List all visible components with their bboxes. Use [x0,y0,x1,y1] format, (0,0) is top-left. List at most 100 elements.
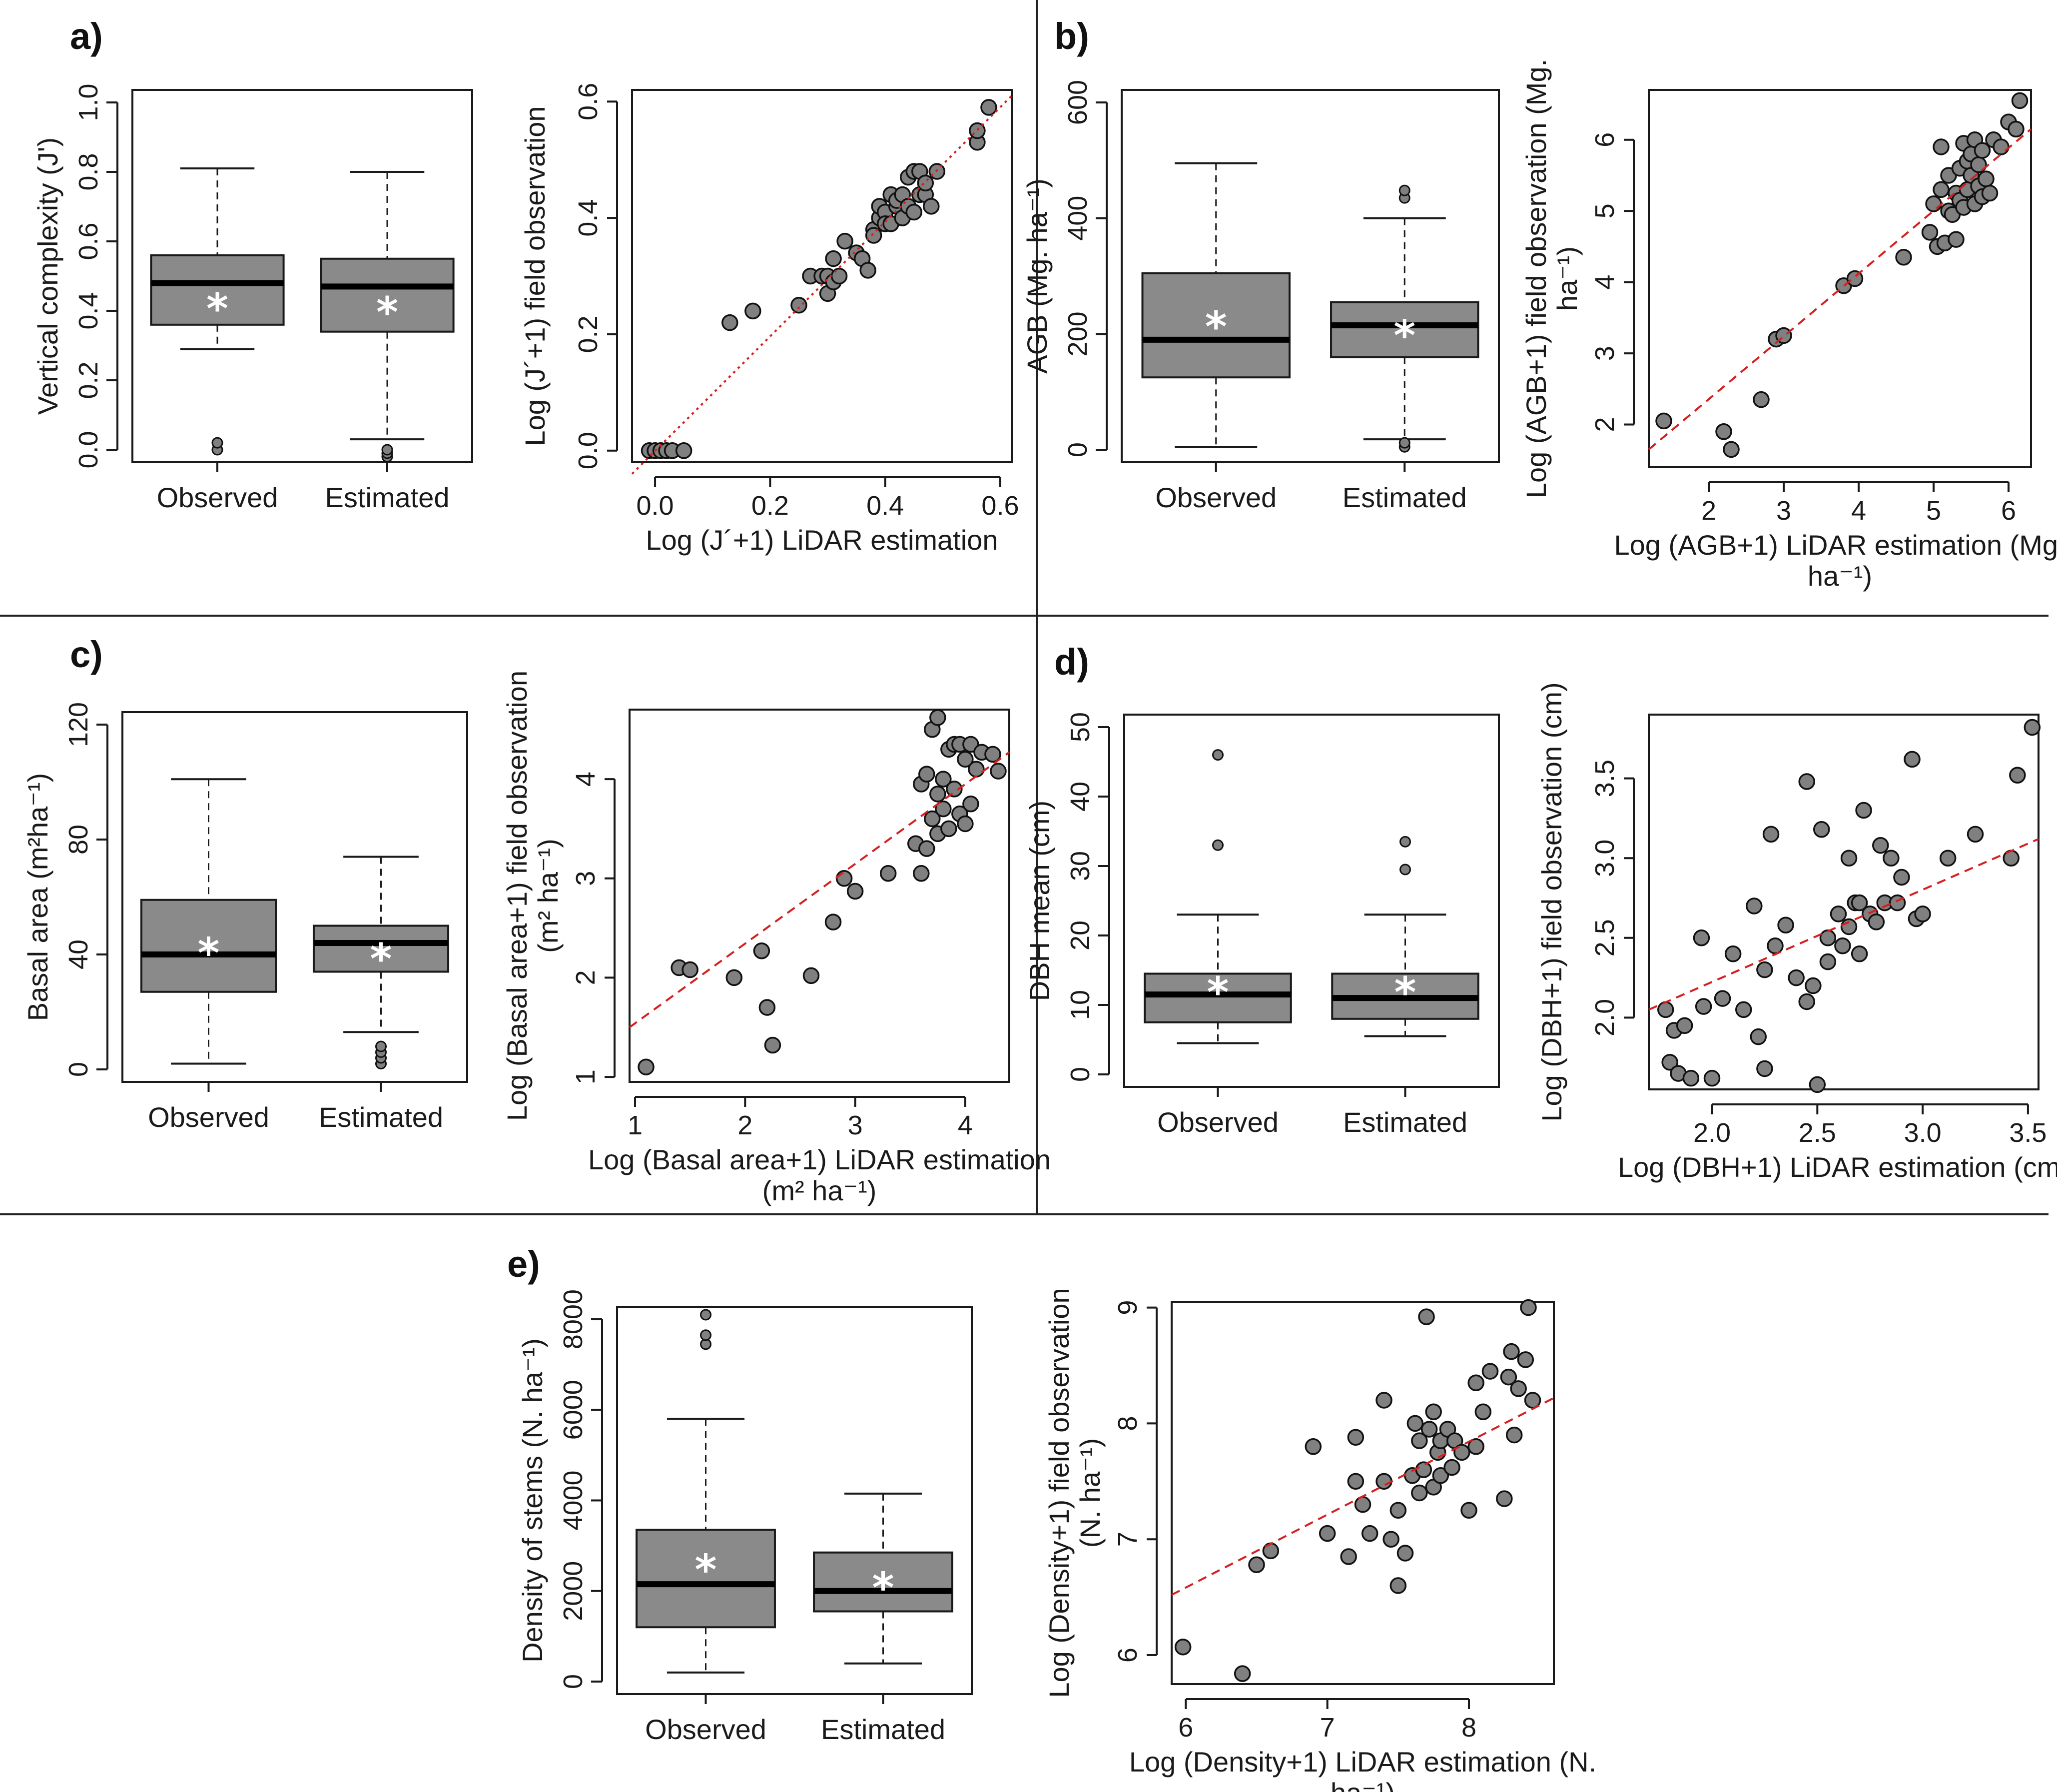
y-tick-label: 0.2 [573,315,603,353]
y-tick-label: 400 [1063,196,1093,241]
y-axis-title: Density of stems (N. ha⁻¹) [517,1338,548,1663]
scatter-point [753,942,770,959]
x-category-label: Estimated [319,1101,443,1133]
x-tick-label: 6 [2001,496,2016,526]
scatter-point [984,746,1001,763]
outlier-point [381,444,393,456]
outlier-point [1399,836,1411,848]
x-tick-label: 3.5 [2009,1118,2047,1148]
scatter-point [1933,138,1950,155]
scatter-point [2011,92,2029,109]
scatter-point [721,314,738,331]
scatter-point [1415,1461,1432,1478]
scatter-point [1798,773,1815,790]
scatter-point [835,870,853,887]
y-tick-label: 0.0 [573,432,603,469]
panel-label-d: d) [1054,641,1089,683]
scatter-point [1715,423,1732,440]
scatter-point [824,913,842,930]
scatter-point [1893,869,1910,886]
x-category-label: Estimated [325,482,450,513]
scatter-point [1520,1299,1537,1316]
scatter-point [879,865,897,882]
panel-label-a: a) [70,15,103,57]
scatter-point [1481,1363,1499,1380]
scatter-point [1524,1392,1541,1409]
scatter-point [1305,1438,1322,1455]
box-iqr [150,254,285,326]
chart-d-boxplot: 0 10 20 30 40 50 DBH mean (cm) * Observed * Estima… [1024,712,1500,1138]
scatter-point [1762,826,1780,843]
scatter-point [675,442,692,459]
x-axis-title: Log (Density+1) LiDAR estimation (N.ha⁻¹… [1129,1746,1596,1792]
scatter-point [962,795,979,813]
scatter-point [1724,945,1742,962]
scatter-point [1813,821,1830,838]
y-tick-label: 2000 [558,1561,588,1621]
y-tick-label: 6 [1113,1648,1143,1663]
scatter-point [957,815,974,833]
scatter-point [1904,751,1921,768]
x-tick-label: 2 [1701,496,1716,526]
scatter-point [980,99,997,116]
fit-line [1171,1397,1554,1596]
scatter-point [1805,977,1822,994]
scatter-point [1406,1415,1424,1432]
chart-b-boxplot: 0 200 400 600 AGB (Mg. ha⁻¹) * Observed * Estima… [1021,80,1500,513]
scatter-point [638,1058,655,1075]
fit-line [1648,838,2039,1011]
outlier-point [1398,437,1410,449]
scatter-point [1872,837,1889,854]
scatter-point [913,865,930,882]
plot-frame [1121,89,1500,463]
chart-c-boxplot: 0 40 80 120 Basal area (m²ha⁻¹) * Observed * Est… [22,702,468,1133]
outlier-point [1212,839,1224,851]
y-tick-label: 8 [1113,1416,1143,1431]
y-tick-label: 2.0 [1590,999,1620,1036]
y-axis-title: Vertical complexity (J') [32,137,63,415]
fit-line [629,751,1010,1028]
y-tick-label: 5 [1590,203,1620,218]
x-axis-title: Log (AGB+1) LiDAR estimation (Mg. ha⁻¹) [1614,529,2057,592]
scatter-point [1830,905,1847,922]
scatter-point [1467,1374,1484,1392]
y-tick-label: 0.8 [73,153,103,190]
x-category-label: Estimated [1343,1106,1467,1138]
scatter-point [1657,1001,1674,1018]
x-tick-label: 0.6 [981,491,1019,521]
scatter-point [1411,1484,1428,1502]
plot-frame [1648,89,2032,468]
y-tick-label: 0.6 [73,222,103,260]
x-tick-label: 1 [628,1110,643,1140]
scatter-point [1855,802,1872,819]
scatter-point [1746,897,1763,914]
chart-a-boxplot: 0.0 0.2 0.4 0.6 0.8 1.0 Vertical complexity (J… [32,83,473,513]
y-tick-label: 80 [63,825,93,855]
y-axis-title: Log (Density+1) field observation(N. ha⁻… [1043,1288,1106,1698]
y-tick-label: 200 [1063,311,1093,356]
scatter-point [1921,224,1939,241]
scatter-point [935,771,952,788]
scatter-point [1375,1392,1392,1409]
x-category-label: Observed [1155,482,1277,513]
scatter-point [946,781,963,798]
scatter-point [929,709,946,726]
scatter-point [1432,1467,1449,1484]
mean-marker: * [872,1564,894,1613]
scatter-point [1974,142,1991,159]
scatter-point [1981,184,1999,202]
scatter-point [1234,1665,1251,1682]
scatter-point [1453,1444,1470,1461]
scatter-point [1948,231,1965,248]
y-tick-label: 0 [63,1062,93,1077]
scatter-point [1925,195,1942,212]
plot-frame [121,711,468,1083]
scatter-point [1443,1459,1460,1476]
scatter-point [802,967,820,984]
scatter-point [1883,850,1900,867]
outlier-point [211,437,223,449]
scatter-point [923,198,940,215]
scatter-point [1798,993,1815,1010]
scatter-point [1834,937,1851,954]
